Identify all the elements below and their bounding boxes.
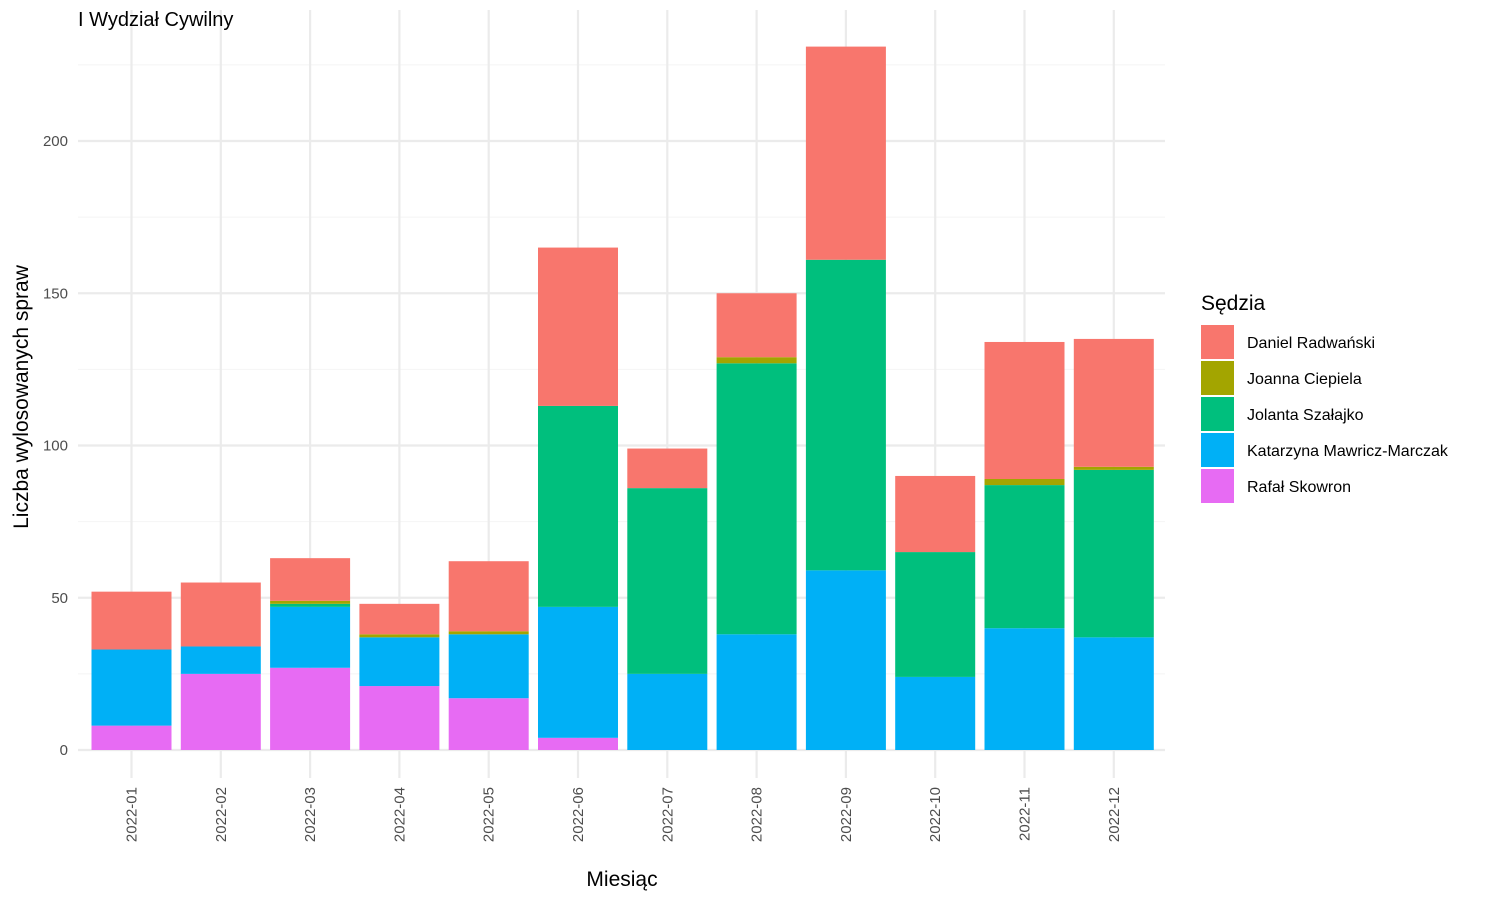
bar-segment	[270, 600, 351, 604]
bar-segment	[538, 737, 618, 750]
bar-segment	[359, 603, 440, 635]
x-tick-label: 2022-01	[124, 787, 141, 842]
bar-segment	[91, 725, 172, 750]
y-tick-label: 50	[51, 590, 68, 607]
bar-segment	[270, 606, 351, 668]
bar-segment	[627, 673, 708, 750]
bar-segment	[895, 552, 976, 677]
legend-label: Jolanta Szałajko	[1247, 407, 1364, 424]
bar-segment	[538, 247, 618, 406]
bar-segment	[91, 649, 172, 726]
y-tick-label: 200	[43, 133, 68, 150]
bar-segment	[1073, 466, 1154, 470]
bar-segment	[895, 676, 976, 750]
bar-segment	[1073, 637, 1154, 750]
bar-segment	[359, 637, 440, 687]
bar-segment	[448, 631, 529, 635]
x-tick-label: 2022-08	[749, 787, 766, 842]
bar-segment	[180, 646, 261, 674]
bar-segment	[270, 558, 351, 601]
bar-segment	[448, 634, 529, 699]
x-tick-label: 2022-12	[1106, 787, 1123, 842]
legend-label: Daniel Radwański	[1247, 335, 1375, 352]
legend-key	[1201, 433, 1234, 467]
x-tick-label: 2022-10	[927, 787, 944, 842]
y-tick-label: 150	[43, 285, 68, 302]
bar-segment	[716, 634, 797, 750]
x-tick-label: 2022-11	[1017, 787, 1034, 841]
legend-key	[1201, 397, 1234, 431]
axis-layer: 0 50 100 150 200 2022-01 2022-02 2022-03 2022-04…	[43, 133, 1123, 842]
y-axis-title: Liczba wylosowanych spraw	[10, 264, 33, 529]
x-tick-label: 2022-02	[213, 787, 230, 842]
legend-label: Rafał Skowron	[1247, 479, 1351, 496]
bar-segment	[180, 582, 261, 647]
bar-segment	[895, 475, 976, 553]
y-tick-label: 100	[43, 438, 68, 455]
bar-segment	[91, 591, 172, 650]
y-tick-label: 0	[60, 742, 68, 759]
legend-key	[1201, 361, 1234, 395]
x-tick-label: 2022-07	[659, 787, 676, 842]
x-tick-label: 2022-04	[391, 787, 408, 842]
bars-layer	[91, 46, 1154, 750]
legend-key	[1201, 325, 1234, 359]
x-tick-label: 2022-05	[481, 787, 498, 842]
x-tick-label: 2022-09	[838, 787, 855, 842]
bar-segment	[448, 561, 529, 632]
bar-segment	[984, 478, 1065, 486]
x-axis-title: Miesiąc	[586, 868, 657, 891]
bar-segment	[627, 488, 708, 674]
bar-segment	[180, 673, 261, 750]
legend-key	[1201, 469, 1234, 503]
bar-segment	[448, 698, 529, 750]
bar-segment	[270, 603, 351, 607]
bar-segment	[359, 686, 440, 750]
bar-segment	[270, 667, 351, 750]
bar-segment	[716, 357, 797, 364]
x-tick-label: 2022-03	[302, 787, 319, 842]
bar-segment	[716, 293, 797, 358]
legend-title: Sędzia	[1201, 292, 1266, 315]
bar-segment	[538, 606, 618, 738]
legend-label: Joanna Ciepiela	[1247, 371, 1362, 388]
bar-segment	[1073, 338, 1154, 467]
x-tick-label: 2022-06	[570, 787, 587, 842]
bar-segment	[805, 46, 886, 260]
bar-segment	[538, 405, 618, 607]
bar-segment	[359, 634, 440, 638]
bar-segment	[984, 485, 1065, 629]
bar-segment	[805, 570, 886, 750]
bar-segment	[805, 259, 886, 571]
bar-segment	[984, 341, 1065, 479]
chart-title: I Wydział Cywilny	[78, 9, 233, 31]
bar-segment	[627, 448, 708, 489]
legend: Sędzia Daniel Radwański Joanna Ciepiela Jo…	[1201, 292, 1449, 503]
bar-segment	[1073, 469, 1154, 638]
bar-segment	[716, 363, 797, 635]
bar-segment	[984, 628, 1065, 750]
legend-label: Katarzyna Mawricz-Marczak	[1247, 443, 1449, 460]
